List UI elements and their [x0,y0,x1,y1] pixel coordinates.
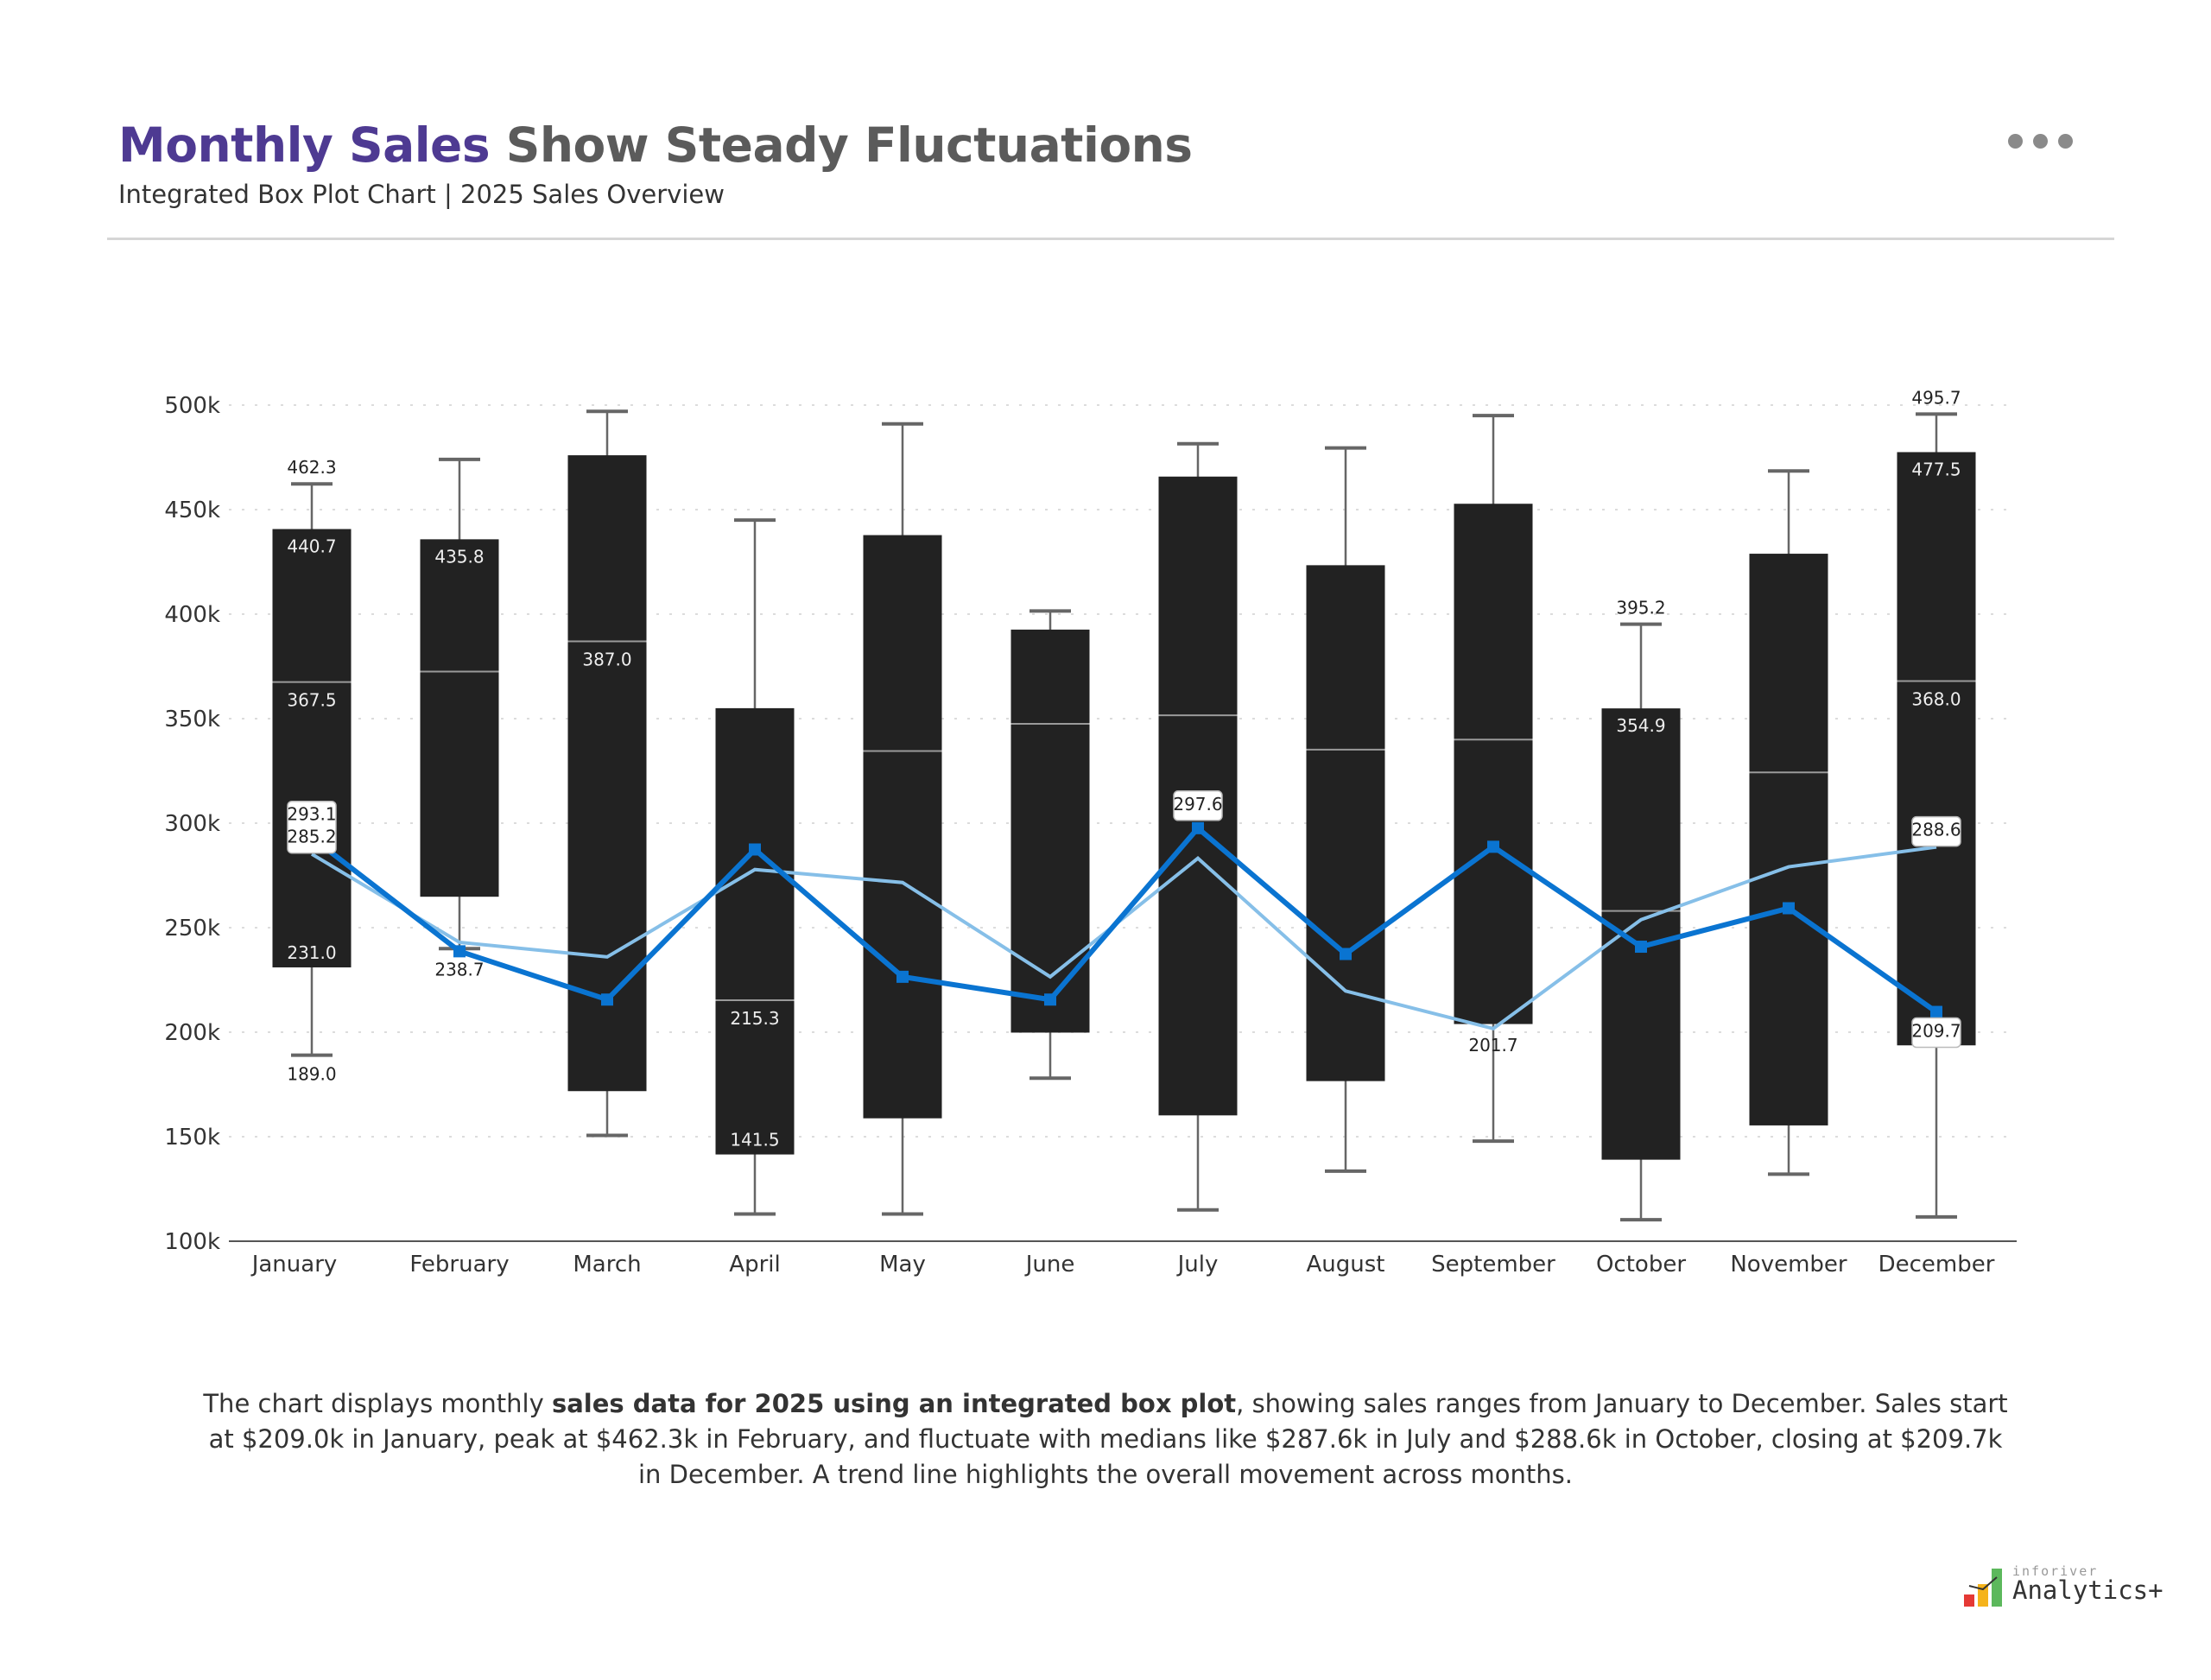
data-label-median: 368.0 [1911,688,1961,709]
inforiver-logo: inforiver Analytics+ [1962,1563,2163,1615]
data-label-q3: 477.5 [1911,459,1961,479]
data-label-q1: 231.0 [287,942,336,963]
more-options-button[interactable] [2008,134,2073,149]
trend-marker [1487,840,1499,853]
data-label-line: 201.7 [1468,1035,1517,1056]
trend-marker [1783,902,1795,915]
trend-marker [1192,821,1204,834]
title-rest: Show Steady Fluctuations [490,117,1193,173]
trend-marker [453,945,466,958]
x-tick-label: April [729,1252,780,1277]
box [1454,504,1533,1024]
data-label-line: 209.7 [1911,1021,1961,1042]
data-label-line: 288.6 [1911,820,1961,840]
y-tick-label: 500k [164,393,220,419]
trend-marker [749,843,761,856]
y-tick-label: 100k [164,1229,220,1255]
x-tick-label: July [1176,1252,1219,1277]
x-tick-label: March [573,1252,641,1277]
data-label-line-bg [1173,790,1223,821]
trend-line-dark [310,824,1938,1014]
header-divider [107,238,2114,240]
x-tick-label: December [1878,1252,1995,1277]
box [863,535,942,1119]
desc-bold: sales data for 2025 using an integrated … [551,1389,1237,1418]
y-tick-label: 150k [164,1125,220,1151]
data-label-line-bg [1911,1017,1961,1049]
box [1897,452,1976,1046]
trend-marker [1635,941,1647,954]
y-tick-label: 450k [164,498,220,523]
more-horizontal-icon [2008,134,2023,149]
trend-marker [1930,1005,1942,1018]
x-tick-label: January [250,1252,338,1277]
trend-marker [601,993,613,1006]
data-label-q3: 354.9 [1616,715,1665,736]
y-tick-label: 350k [164,707,220,732]
data-label-q3: 435.8 [434,546,484,567]
y-tick-label: 400k [164,602,220,628]
x-tick-label: November [1730,1252,1847,1277]
data-label-max: 395.2 [1616,598,1665,618]
data-label-line-bg [287,800,337,854]
box [1010,629,1090,1033]
logo-big-text: Analytics+ [2012,1575,2163,1605]
x-tick-label: October [1596,1252,1686,1277]
data-label-line: 285.2 [287,827,336,847]
data-label-min: 189.0 [287,1064,336,1085]
data-label-line-bg [1911,815,1961,847]
data-label-q1: 141.5 [730,1130,779,1151]
trend-marker [896,970,909,983]
data-label-q3: 440.7 [287,536,336,557]
desc-text: , showing sales ranges from January to D… [208,1389,2008,1489]
data-label-line: 293.1 [287,804,336,825]
title-accent: Monthly Sales [118,117,491,173]
chart-title: Monthly Sales Show Steady Fluctuations [118,117,1193,173]
data-label-median: 367.5 [287,690,336,711]
data-label-line: 238.7 [434,959,484,979]
box [567,455,647,1092]
x-tick-label: February [409,1252,509,1277]
chart-subtitle: Integrated Box Plot Chart | 2025 Sales O… [118,180,725,209]
desc-text: The chart displays monthly [203,1389,552,1418]
box-plot-chart: 100k 150k 200k 250k 300k 350k 400k 450k 500k Janu… [164,387,2017,1277]
box [1749,554,1828,1125]
y-tick-label: 300k [164,811,220,837]
data-label-max: 462.3 [287,457,336,478]
trend-marker [1044,993,1056,1006]
chart-description: The chart displays monthly sales data fo… [199,1386,2012,1493]
trend-line-light [310,845,1937,1031]
box [420,539,499,897]
y-tick-label: 250k [164,916,220,941]
x-tick-label: June [1024,1252,1075,1277]
y-tick-label: 200k [164,1020,220,1046]
data-label-median: 215.3 [730,1008,779,1029]
data-label-line: 297.6 [1173,794,1222,815]
trend-marker [1340,948,1352,960]
data-label-max: 495.7 [1911,387,1961,408]
logo-bars-icon [1964,1569,2002,1607]
box [272,529,352,967]
more-horizontal-icon [2058,134,2073,149]
box [715,707,795,1155]
x-tick-label: August [1307,1252,1385,1277]
x-tick-label: September [1431,1252,1555,1277]
box [1601,708,1681,1160]
logo-small-text: inforiver [2012,1563,2099,1579]
x-tick-label: May [879,1252,926,1277]
data-label-median: 387.0 [582,649,631,669]
box [1306,565,1385,1081]
more-horizontal-icon [2033,134,2048,149]
